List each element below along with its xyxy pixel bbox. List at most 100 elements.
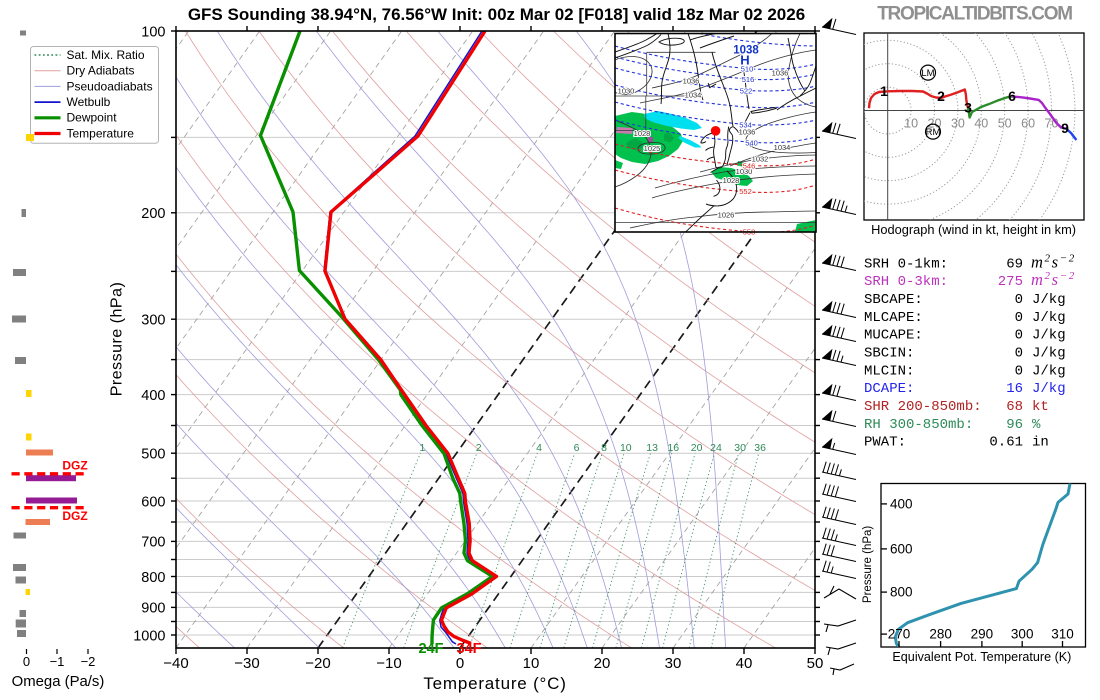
svg-text:2: 2	[476, 442, 482, 454]
svg-text:1034: 1034	[685, 91, 702, 100]
svg-text:500: 500	[141, 447, 165, 463]
svg-text:700: 700	[141, 535, 165, 551]
svg-text:0: 0	[1015, 328, 1023, 344]
svg-text:DCAPE:: DCAPE:	[864, 381, 914, 397]
svg-text:%: %	[1032, 417, 1041, 433]
svg-text:36: 36	[754, 442, 766, 454]
svg-text:−2: −2	[81, 654, 96, 669]
svg-text:40: 40	[974, 117, 988, 131]
svg-text:0.61: 0.61	[989, 435, 1023, 451]
svg-text:1036: 1036	[772, 69, 789, 78]
svg-text:20: 20	[594, 655, 611, 672]
svg-text:SBCIN:: SBCIN:	[864, 346, 914, 362]
svg-text:0: 0	[456, 655, 464, 672]
svg-text:MUCAPE:: MUCAPE:	[864, 328, 923, 344]
svg-text:13: 13	[646, 442, 658, 454]
svg-text:1: 1	[419, 442, 425, 454]
svg-text:69: 69	[1006, 256, 1023, 272]
svg-text:300: 300	[1011, 627, 1034, 642]
svg-text:1038: 1038	[733, 45, 759, 57]
svg-text:1028: 1028	[634, 129, 651, 138]
svg-text:1026: 1026	[718, 211, 735, 220]
svg-text:552: 552	[739, 187, 752, 196]
svg-text:RH 300-850mb:: RH 300-850mb:	[864, 417, 973, 433]
svg-text:600: 600	[890, 541, 913, 556]
svg-text:0: 0	[1015, 292, 1023, 308]
svg-text:10: 10	[523, 655, 540, 672]
svg-text:8: 8	[601, 442, 607, 454]
svg-text:MLCAPE:: MLCAPE:	[864, 310, 923, 326]
svg-text:Equivalent Pot. Temperature (K: Equivalent Pot. Temperature (K)	[892, 650, 1071, 664]
svg-text:J/kg: J/kg	[1032, 363, 1066, 379]
svg-text:6: 6	[574, 442, 580, 454]
svg-text:546: 546	[743, 161, 756, 170]
svg-text:0: 0	[1015, 363, 1023, 379]
svg-text:3: 3	[964, 100, 972, 116]
svg-text:Hodograph (wind in kt, height: Hodograph (wind in kt, height in km)	[871, 222, 1076, 237]
svg-text:400: 400	[141, 388, 165, 404]
svg-text:40: 40	[736, 655, 753, 672]
svg-text:SBCAPE:: SBCAPE:	[864, 292, 923, 308]
svg-text:900: 900	[141, 601, 165, 617]
svg-text:270: 270	[888, 627, 911, 642]
svg-text:522: 522	[740, 86, 753, 95]
svg-text:Dewpoint: Dewpoint	[67, 111, 118, 125]
svg-text:Wetbulb: Wetbulb	[67, 95, 111, 109]
svg-text:290: 290	[971, 627, 994, 642]
svg-text:1: 1	[880, 83, 888, 99]
svg-text:−20: −20	[305, 655, 330, 672]
svg-text:1030: 1030	[618, 87, 635, 96]
svg-text:800: 800	[890, 585, 913, 600]
svg-text:30: 30	[734, 442, 746, 454]
svg-text:60: 60	[1021, 117, 1035, 131]
svg-text:50: 50	[807, 655, 824, 672]
svg-text:6: 6	[1008, 88, 1016, 104]
svg-text:0: 0	[1015, 310, 1023, 326]
svg-text:Temperature: Temperature	[67, 126, 135, 140]
svg-text:J/kg: J/kg	[1032, 310, 1066, 326]
svg-text:540: 540	[745, 138, 758, 147]
svg-text:200: 200	[141, 206, 165, 222]
svg-text:4: 4	[536, 442, 542, 454]
svg-text:−1: −1	[50, 654, 65, 669]
svg-text:RM: RM	[926, 127, 941, 138]
svg-text:30: 30	[665, 655, 682, 672]
svg-text:300: 300	[141, 313, 165, 329]
svg-text:1034: 1034	[774, 143, 791, 152]
svg-text:H: H	[740, 53, 749, 68]
svg-text:Pseudoadiabats: Pseudoadiabats	[67, 79, 153, 93]
svg-text:TROPICALTIDBITS.COM: TROPICALTIDBITS.COM	[877, 4, 1072, 25]
svg-text:600: 600	[141, 494, 165, 510]
svg-text:1028: 1028	[723, 176, 740, 185]
svg-text:J/kg: J/kg	[1032, 292, 1066, 308]
svg-text:SRH 0-3km:: SRH 0-3km:	[864, 274, 948, 290]
svg-text:Pressure (hPa): Pressure (hPa)	[109, 282, 126, 397]
svg-text:9: 9	[1061, 120, 1069, 136]
svg-text:0: 0	[1015, 346, 1023, 362]
svg-text:1036: 1036	[739, 128, 756, 137]
svg-text:800: 800	[141, 570, 165, 586]
svg-text:Omega (Pa/s): Omega (Pa/s)	[12, 674, 105, 690]
svg-text:516: 516	[742, 75, 755, 84]
svg-text:24F: 24F	[419, 641, 444, 657]
svg-text:1036: 1036	[683, 77, 700, 86]
svg-text:10: 10	[904, 117, 918, 131]
svg-text:20: 20	[691, 442, 703, 454]
svg-text:280: 280	[929, 627, 952, 642]
svg-text:Temperature (°C): Temperature (°C)	[423, 674, 566, 693]
svg-text:34F: 34F	[457, 641, 482, 657]
svg-text:DGZ: DGZ	[62, 509, 87, 523]
svg-text:510: 510	[741, 65, 754, 74]
svg-text:MLCIN:: MLCIN:	[864, 363, 914, 379]
svg-text:J/kg: J/kg	[1032, 346, 1066, 362]
svg-text:68: 68	[1006, 399, 1023, 415]
svg-text:PWAT:: PWAT:	[864, 435, 906, 451]
svg-text:534: 534	[739, 121, 752, 130]
svg-text:Pressure (hPa): Pressure (hPa)	[862, 526, 874, 604]
svg-text:Sat. Mix. Ratio: Sat. Mix. Ratio	[67, 48, 145, 62]
svg-text:10: 10	[620, 442, 632, 454]
svg-text:J/kg: J/kg	[1032, 328, 1066, 344]
svg-text:SRH 0-1km:: SRH 0-1km:	[864, 256, 948, 272]
svg-text:−10: −10	[376, 655, 401, 672]
svg-text:1030: 1030	[736, 167, 753, 176]
